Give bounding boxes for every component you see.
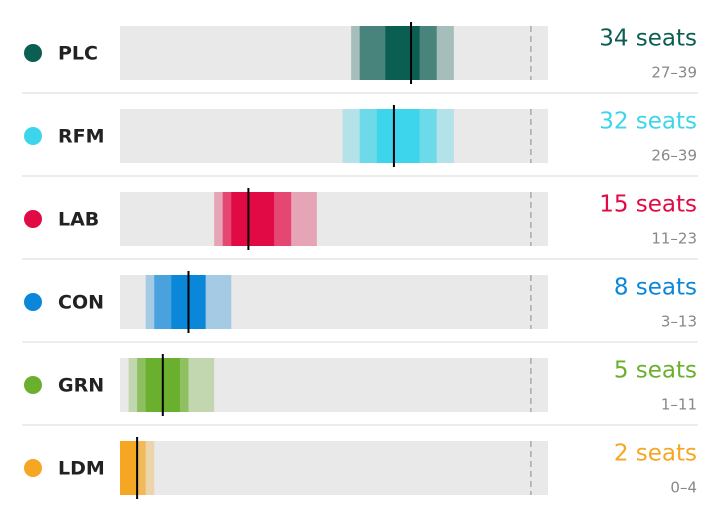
party-name: LDM: [58, 458, 105, 480]
seat-label: 32 seats: [599, 109, 697, 135]
party-dot: [24, 44, 42, 62]
party-dot: [24, 127, 42, 145]
party-name: PLC: [58, 43, 98, 65]
seat-label: 5 seats: [614, 358, 697, 384]
party-name: LAB: [58, 209, 99, 231]
range-label: 26–39: [651, 147, 697, 165]
party-dot: [24, 210, 42, 228]
seat-label: 8 seats: [614, 275, 697, 301]
track: [120, 441, 548, 495]
range-label: 11–23: [651, 230, 697, 248]
party-name: GRN: [58, 375, 104, 397]
interval-inner: [120, 441, 138, 495]
party-dot: [24, 459, 42, 477]
party-dot: [24, 376, 42, 394]
seat-label: 2 seats: [614, 441, 697, 467]
seat-label: 15 seats: [599, 192, 697, 218]
range-label: 0–4: [670, 479, 697, 497]
track: [120, 26, 548, 80]
track: [120, 358, 548, 412]
interval-inner: [385, 26, 420, 80]
interval-inner: [231, 192, 275, 246]
seat-label: 34 seats: [599, 26, 697, 52]
party-name: RFM: [58, 126, 105, 148]
track: [120, 109, 548, 163]
party-name: CON: [58, 292, 104, 314]
interval-inner: [376, 109, 420, 163]
track: [120, 192, 548, 246]
range-label: 27–39: [651, 64, 697, 82]
range-label: 1–11: [661, 396, 697, 414]
range-label: 3–13: [661, 313, 697, 331]
party-dot: [24, 293, 42, 311]
